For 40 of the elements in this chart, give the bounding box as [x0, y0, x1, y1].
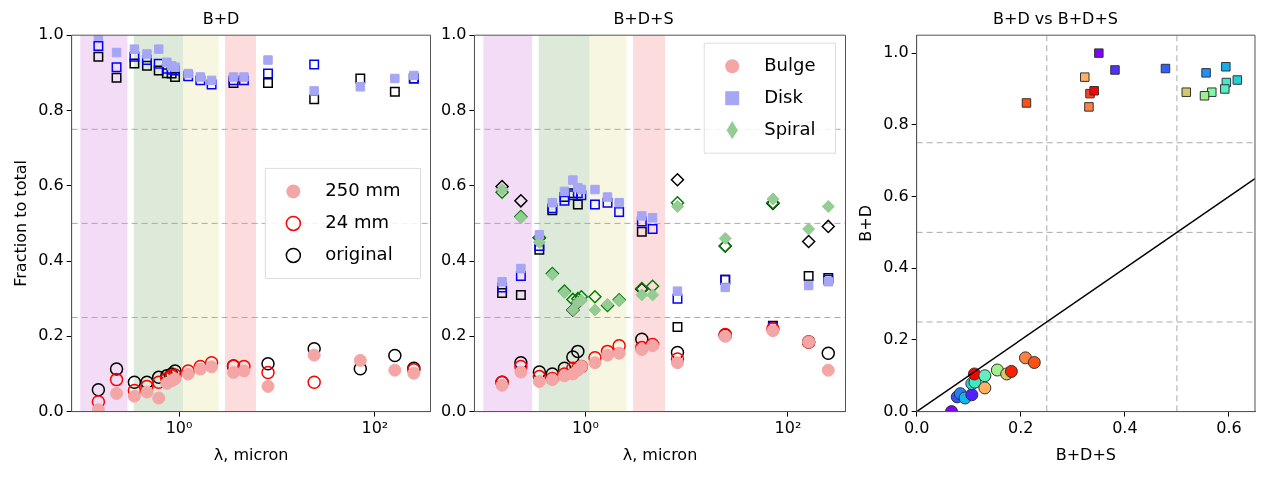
x-tick-label: 10²: [361, 418, 389, 438]
y-tick-label: 1.0: [38, 24, 64, 44]
y-tick-label: 0.0: [38, 400, 64, 420]
y-tick-label: 1.0: [883, 42, 909, 62]
x-tick-label: 0.2: [1008, 418, 1034, 438]
y-tick-label: 0.4: [440, 250, 467, 270]
y-tick-label: 1.0: [440, 24, 467, 44]
x-tick-label: 10⁰: [572, 418, 599, 438]
y-axis-title: B+D: [855, 205, 875, 242]
y-tick-label: 0.8: [440, 99, 467, 119]
x-tick-label: 0.6: [1216, 418, 1242, 438]
x-axis-title: λ, micron: [213, 444, 289, 464]
x-tick-label: 10⁰: [165, 418, 193, 438]
x-tick-label: 10²: [774, 418, 802, 438]
legend-label: Disk: [764, 85, 804, 107]
legend-label: 24 mm: [325, 211, 390, 233]
x-axis-title: λ, micron: [622, 444, 698, 464]
legend-label: Bulge: [764, 53, 816, 75]
legend-label: 250 mm: [325, 179, 401, 201]
y-tick-label: 0.0: [883, 400, 909, 420]
x-axis-title: B+D+S: [1055, 444, 1116, 464]
y-tick-label: 0.2: [883, 329, 909, 349]
chart-title: B+D vs B+D+S: [993, 8, 1118, 28]
y-tick-label: 0.8: [883, 113, 909, 133]
chart-title: B+D+S: [613, 8, 674, 28]
y-tick-label: 0.4: [883, 257, 909, 277]
y-axis-title: Fraction to total: [10, 160, 30, 287]
chart-title: B+D: [202, 8, 240, 28]
y-tick-label: 0.2: [440, 325, 467, 345]
y-tick-label: 0.4: [38, 250, 64, 270]
legend-label: original: [325, 243, 393, 265]
x-tick-label: 0.4: [1112, 418, 1138, 438]
y-tick-label: 0.6: [38, 174, 64, 194]
y-tick-label: 0.8: [38, 99, 64, 119]
y-tick-label: 0.0: [440, 400, 467, 420]
y-tick-label: 0.6: [440, 174, 467, 194]
legend-label: Spiral: [764, 117, 816, 139]
y-tick-label: 0.2: [38, 325, 64, 345]
y-tick-label: 0.6: [883, 185, 909, 205]
x-tick-label: 0.0: [903, 418, 930, 438]
